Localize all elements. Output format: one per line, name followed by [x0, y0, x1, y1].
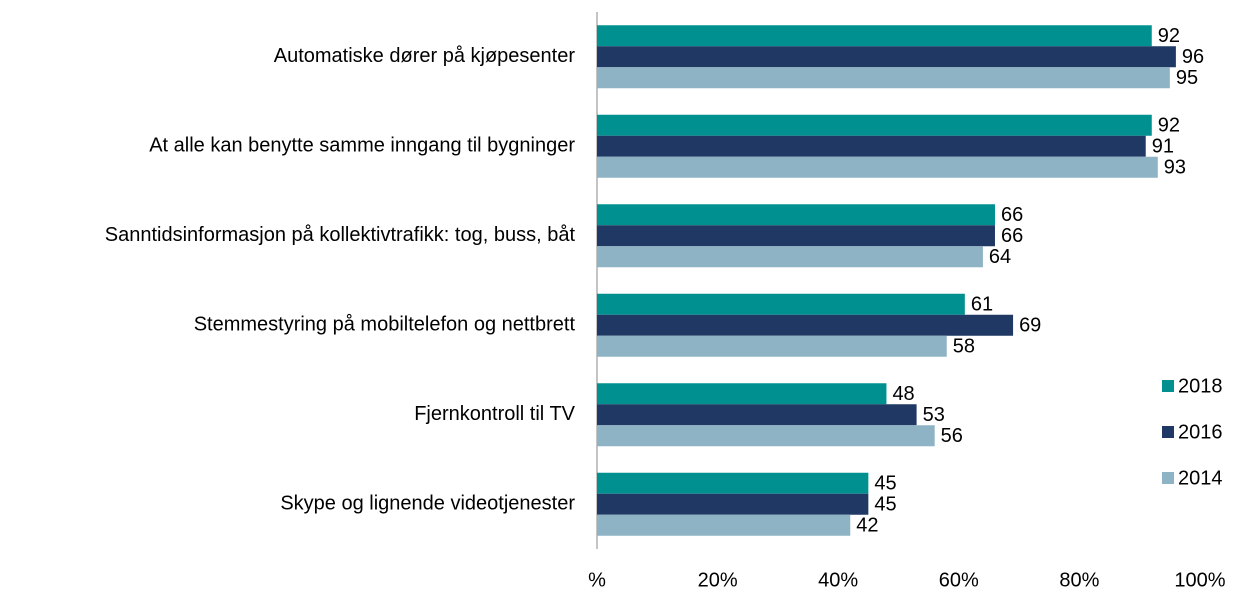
category-label: Fjernkontroll til TV: [414, 403, 575, 425]
bar: [597, 335, 947, 357]
x-tick-label: %: [588, 569, 606, 591]
bar: [597, 514, 851, 536]
x-tick-label: 100%: [1174, 569, 1225, 591]
bar: [597, 225, 995, 247]
bar: [597, 114, 1152, 136]
category-label: At alle kan benytte samme inngang til by…: [149, 135, 575, 157]
value-label: 96: [1182, 46, 1204, 68]
bar: [597, 314, 1014, 336]
value-label: 61: [971, 294, 993, 316]
value-label: 56: [941, 425, 963, 447]
value-label: 69: [1019, 315, 1041, 337]
bar: [597, 25, 1152, 47]
value-label: 64: [989, 246, 1011, 268]
category-label: Sanntidsinformasjon på kollektivtrafikk:…: [105, 224, 576, 246]
x-tick-label: 20%: [698, 569, 738, 591]
value-label: 48: [892, 383, 914, 405]
category-label: Automatiske dører på kjøpesenter: [274, 45, 576, 67]
category-label: Skype og lignende videotjenester: [280, 493, 575, 515]
category-label: Stemmestyring på mobiltelefon og nettbre…: [194, 314, 576, 336]
legend-label: 2014: [1178, 467, 1223, 489]
legend-swatch: [1162, 380, 1174, 392]
bar: [597, 493, 869, 515]
value-label: 42: [856, 515, 878, 537]
bar: [597, 383, 887, 405]
value-label: 45: [874, 473, 896, 495]
bar: [597, 67, 1170, 89]
x-tick-label: 60%: [939, 569, 979, 591]
legend-swatch: [1162, 472, 1174, 484]
bar: [597, 425, 935, 447]
value-label: 66: [1001, 225, 1023, 247]
legend-label: 2018: [1178, 375, 1223, 397]
value-label: 92: [1158, 25, 1180, 47]
x-tick-label: 40%: [818, 569, 858, 591]
value-label: 58: [953, 336, 975, 358]
bar: [597, 246, 983, 268]
bar: [597, 204, 995, 226]
value-label: 45: [874, 494, 896, 516]
value-label: 93: [1164, 157, 1186, 179]
x-tick-label: 80%: [1059, 569, 1099, 591]
bar: [597, 46, 1176, 68]
bar: [597, 156, 1158, 178]
value-label: 92: [1158, 115, 1180, 137]
bar: [597, 472, 869, 494]
bar: [597, 293, 965, 315]
bar: [597, 404, 917, 426]
legend-swatch: [1162, 426, 1174, 438]
value-label: 95: [1176, 67, 1198, 89]
legend-label: 2016: [1178, 421, 1223, 443]
value-label: 66: [1001, 204, 1023, 226]
value-label: 53: [923, 404, 945, 426]
value-label: 91: [1152, 136, 1174, 158]
bar: [597, 135, 1146, 157]
